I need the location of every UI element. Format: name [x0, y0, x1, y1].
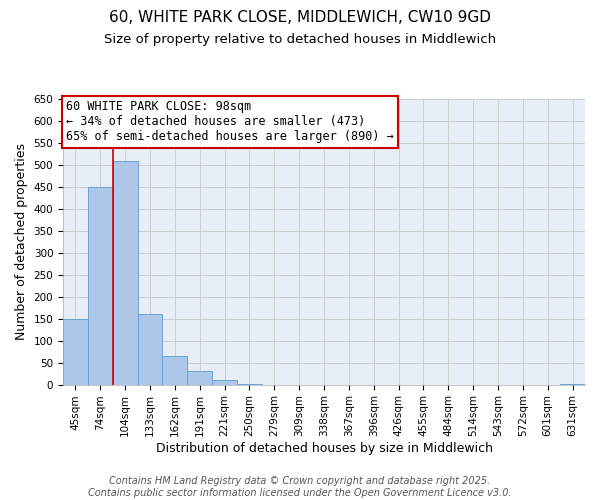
Bar	[113, 160, 137, 384]
Bar	[137, 314, 163, 384]
Bar	[63, 318, 88, 384]
Bar	[187, 372, 212, 384]
Bar	[163, 356, 187, 384]
Text: Size of property relative to detached houses in Middlewich: Size of property relative to detached ho…	[104, 32, 496, 46]
Bar	[88, 187, 113, 384]
Bar	[212, 380, 237, 384]
Text: Contains HM Land Registry data © Crown copyright and database right 2025.
Contai: Contains HM Land Registry data © Crown c…	[88, 476, 512, 498]
Text: 60, WHITE PARK CLOSE, MIDDLEWICH, CW10 9GD: 60, WHITE PARK CLOSE, MIDDLEWICH, CW10 9…	[109, 10, 491, 25]
Text: 60 WHITE PARK CLOSE: 98sqm
← 34% of detached houses are smaller (473)
65% of sem: 60 WHITE PARK CLOSE: 98sqm ← 34% of deta…	[65, 100, 394, 144]
Y-axis label: Number of detached properties: Number of detached properties	[15, 144, 28, 340]
X-axis label: Distribution of detached houses by size in Middlewich: Distribution of detached houses by size …	[155, 442, 493, 455]
